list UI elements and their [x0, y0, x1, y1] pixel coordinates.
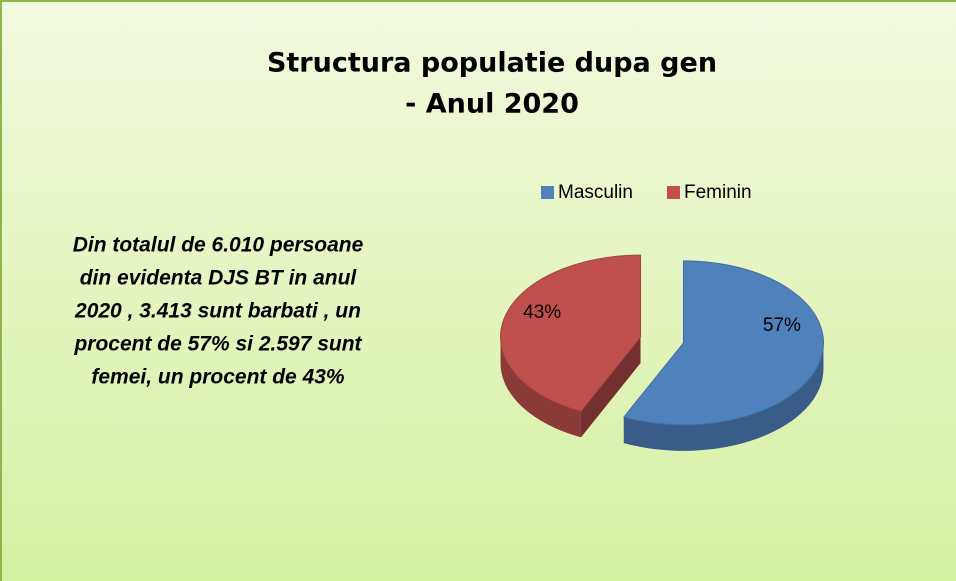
annotation-line: 2020 , 3.413 sunt barbati , un — [74, 300, 361, 323]
pie-labels: 57% 43% — [523, 302, 801, 336]
chart-title: Structura populatie dupa gen — [267, 48, 717, 79]
chart-title: - Anul 2020 — [405, 89, 579, 120]
slice-cut-face — [580, 337, 641, 438]
legend-swatch — [667, 186, 680, 199]
legend-label: Feminin — [684, 182, 752, 203]
annotation-line: procent de 57% si 2.597 sunt — [73, 333, 362, 356]
annotation-line: Din totalul de 6.010 persoane — [73, 234, 364, 257]
legend-swatch — [541, 186, 554, 199]
pie-tops — [500, 254, 824, 426]
slice-side — [623, 342, 824, 451]
annotation-line: femei, un procent de 43% — [91, 366, 345, 389]
data-label: 57% — [763, 315, 801, 336]
data-label: 43% — [523, 302, 561, 323]
legend-label: Masculin — [558, 182, 633, 203]
pie-slice — [622, 260, 824, 426]
pie-slice — [500, 254, 642, 412]
slice-side — [500, 337, 581, 438]
annotation-line: din evidenta DJS BT in anul — [80, 267, 358, 290]
